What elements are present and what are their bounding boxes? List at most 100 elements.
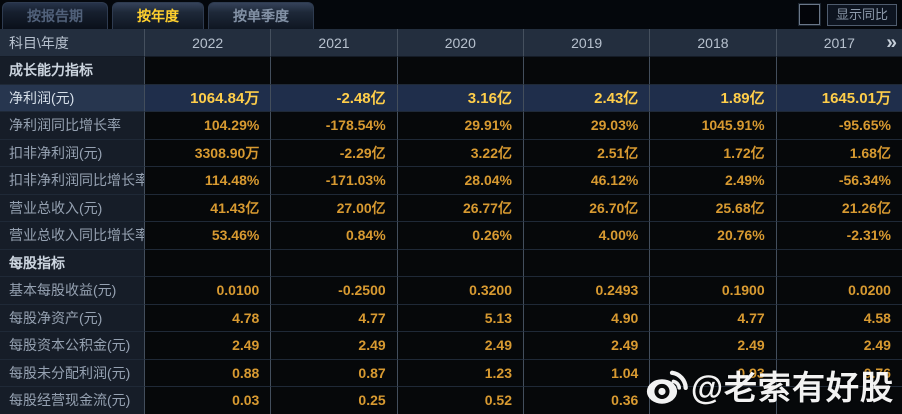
row-label: 每股净资产(元) [0, 304, 145, 332]
value-cell [145, 249, 272, 277]
value-cell: 21.26亿 [776, 194, 902, 222]
data-row[interactable]: 每股未分配利润(元) 0.88 0.87 1.23 1.04 0.93 0.76 [0, 359, 902, 387]
value-cell: 104.29% [145, 112, 272, 140]
tab-by-year[interactable]: 按年度 [112, 2, 204, 29]
data-row[interactable]: 扣非净利润同比增长率 114.48% -171.03% 28.04% 46.12% 2.4… [0, 167, 902, 195]
year-header-2020[interactable]: 2020 [397, 29, 524, 57]
year-header-2018[interactable]: 2018 [650, 29, 777, 57]
value-cell: 4.90 [523, 304, 651, 332]
value-cell: 1.04 [523, 359, 651, 387]
row-label: 扣非净利润同比增长率 [0, 167, 145, 195]
value-cell: 46.12% [523, 167, 651, 195]
value-cell: 2.49 [145, 332, 272, 360]
value-cell: 114.48% [145, 167, 272, 195]
value-cell [650, 387, 777, 414]
year-header-2022[interactable]: 2022 [145, 29, 272, 57]
corner-header-cell: 科目\年度 [0, 29, 145, 57]
financial-table: 科目\年度 2022 2021 2020 2019 2018 2017 » 成长… [0, 29, 902, 414]
value-cell [523, 57, 651, 85]
data-row[interactable]: 净利润(元) 1064.84万 -2.48亿 3.16亿 2.43亿 1.89亿 1645.… [0, 83, 902, 112]
value-cell [271, 57, 398, 85]
value-cell: 3308.90万 [145, 139, 272, 167]
show-yoy-checkbox[interactable] [797, 3, 821, 26]
value-cell: 0.87 [271, 359, 398, 387]
value-cell [145, 57, 272, 85]
table-body: 成长能力指标 净利润(元) 1064.84万 -2.48亿 3.16亿 2.43亿 1.89… [0, 57, 902, 414]
tab-by-quarter[interactable]: 按单季度 [208, 2, 314, 29]
data-row[interactable]: 扣非净利润(元) 3308.90万 -2.29亿 3.22亿 2.51亿 1.72亿 1.6… [0, 139, 902, 167]
value-cell [397, 249, 524, 277]
value-cell: 0.26% [397, 222, 524, 250]
scroll-columns-right-icon[interactable]: » [886, 32, 897, 53]
value-cell: 0.52 [397, 387, 524, 414]
value-cell: 1.89亿 [650, 84, 777, 112]
show-yoy-button[interactable]: 显示同比 [826, 3, 897, 26]
value-cell: 0.88 [145, 359, 272, 387]
data-row[interactable]: 基本每股收益(元) 0.0100 -0.2500 0.3200 0.2493 0.1900… [0, 277, 902, 305]
value-cell: -2.29亿 [271, 139, 398, 167]
value-cell: -178.54% [271, 112, 398, 140]
value-cell: 3.22亿 [397, 139, 524, 167]
section-row: 每股指标 [0, 249, 902, 277]
tab-bar: 按报告期 按年度 按单季度 显示同比 [0, 0, 902, 29]
tab-by-report-period[interactable]: 按报告期 [2, 2, 108, 29]
value-cell: 28.04% [397, 167, 524, 195]
value-cell: 1.23 [397, 359, 524, 387]
value-cell: 0.03 [145, 387, 272, 414]
data-row[interactable]: 营业总收入(元) 41.43亿 27.00亿 26.77亿 26.70亿 25.68亿 21… [0, 194, 902, 222]
value-cell: 0.0100 [145, 277, 272, 305]
value-cell: 27.00亿 [271, 194, 398, 222]
year-header-2017[interactable]: 2017 » [776, 29, 902, 57]
row-label: 营业总收入(元) [0, 194, 145, 222]
value-cell: 26.70亿 [523, 194, 651, 222]
data-row[interactable]: 每股资本公积金(元) 2.49 2.49 2.49 2.49 2.49 2.49 [0, 332, 902, 360]
data-row[interactable]: 净利润同比增长率 104.29% -178.54% 29.91% 29.03% 1045.… [0, 112, 902, 140]
value-cell [776, 249, 902, 277]
value-cell [776, 387, 902, 414]
table-header-row: 科目\年度 2022 2021 2020 2019 2018 2017 » [0, 29, 902, 57]
value-cell [776, 57, 902, 85]
year-header-2021[interactable]: 2021 [271, 29, 398, 57]
value-cell: -2.48亿 [271, 84, 398, 112]
value-cell: 0.25 [271, 387, 398, 414]
data-row[interactable]: 每股净资产(元) 4.78 4.77 5.13 4.90 4.77 4.58 [0, 304, 902, 332]
row-label: 净利润(元) [0, 84, 145, 112]
row-label: 扣非净利润(元) [0, 139, 145, 167]
row-label: 基本每股收益(元) [0, 277, 145, 305]
year-header-label: 2017 [823, 34, 855, 51]
value-cell: 3.16亿 [397, 84, 524, 112]
value-cell: 4.58 [776, 304, 902, 332]
value-cell: 0.0200 [776, 277, 902, 305]
section-row: 成长能力指标 [0, 57, 902, 85]
value-cell: 2.43亿 [523, 84, 651, 112]
value-cell: -171.03% [271, 167, 398, 195]
value-cell: 1.68亿 [776, 139, 902, 167]
value-cell: 2.49 [776, 332, 902, 360]
value-cell: 25.68亿 [650, 194, 777, 222]
value-cell: 4.00% [523, 222, 651, 250]
value-cell: 0.2493 [523, 277, 651, 305]
row-label: 净利润同比增长率 [0, 112, 145, 140]
row-label: 成长能力指标 [0, 57, 145, 85]
value-cell: 0.1900 [650, 277, 777, 305]
value-cell: 4.78 [145, 304, 272, 332]
value-cell: 53.46% [145, 222, 272, 250]
value-cell: 1064.84万 [145, 84, 272, 112]
value-cell [523, 249, 651, 277]
value-cell: 0.76 [776, 359, 902, 387]
value-cell: 2.49 [397, 332, 524, 360]
value-cell: -95.65% [776, 112, 902, 140]
value-cell: 0.3200 [397, 277, 524, 305]
year-header-2019[interactable]: 2019 [523, 29, 651, 57]
value-cell: 41.43亿 [145, 194, 272, 222]
data-row[interactable]: 营业总收入同比增长率 53.46% 0.84% 0.26% 4.00% 20.76% -2.… [0, 222, 902, 250]
value-cell: 4.77 [650, 304, 777, 332]
value-cell: 1045.91% [650, 112, 777, 140]
row-label: 营业总收入同比增长率 [0, 222, 145, 250]
data-row[interactable]: 每股经营现金流(元) 0.03 0.25 0.52 0.36 [0, 387, 902, 414]
value-cell: 29.03% [523, 112, 651, 140]
value-cell [650, 249, 777, 277]
value-cell: 2.49% [650, 167, 777, 195]
row-label: 每股经营现金流(元) [0, 387, 145, 414]
